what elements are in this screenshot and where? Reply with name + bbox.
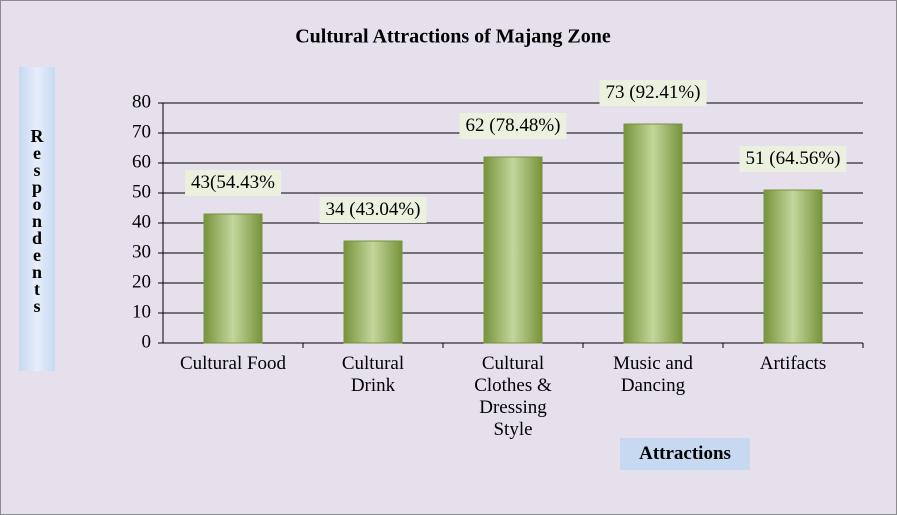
y-tick-label: 10 <box>132 301 151 322</box>
y-axis-label: Respondents <box>19 67 55 371</box>
y-tick-label: 80 <box>132 91 151 112</box>
x-tick-label: Cultural Food <box>179 353 287 374</box>
bar <box>203 213 263 344</box>
y-tick-label: 0 <box>142 331 152 352</box>
y-tick-label: 20 <box>132 271 151 292</box>
x-tick-label: Music and Dancing <box>613 353 693 396</box>
data-label: 34 (43.04%) <box>319 197 427 223</box>
data-label: 43(54.43% <box>185 170 281 196</box>
y-tick-label: 30 <box>132 241 151 262</box>
data-label: 62 (78.48%) <box>459 113 567 139</box>
x-tick-label: Artifacts <box>759 353 827 374</box>
data-label: 73 (92.41%) <box>599 80 707 106</box>
bar <box>483 156 543 344</box>
y-tick-label: 70 <box>132 121 151 142</box>
x-axis-label: Attractions <box>620 438 750 470</box>
bar <box>623 123 683 344</box>
y-tick-label: 40 <box>132 211 151 232</box>
chart-title: Cultural Attractions of Majang Zone <box>295 26 611 48</box>
y-tick-label: 50 <box>132 181 151 202</box>
bar <box>343 240 403 344</box>
y-tick-label: 60 <box>132 151 151 172</box>
x-tick-label: Cultural Clothes & Dressing Style <box>474 353 552 440</box>
bar <box>763 189 823 344</box>
data-label: 51 (64.56%) <box>739 146 847 172</box>
x-tick-label: Cultural Drink <box>341 353 405 396</box>
